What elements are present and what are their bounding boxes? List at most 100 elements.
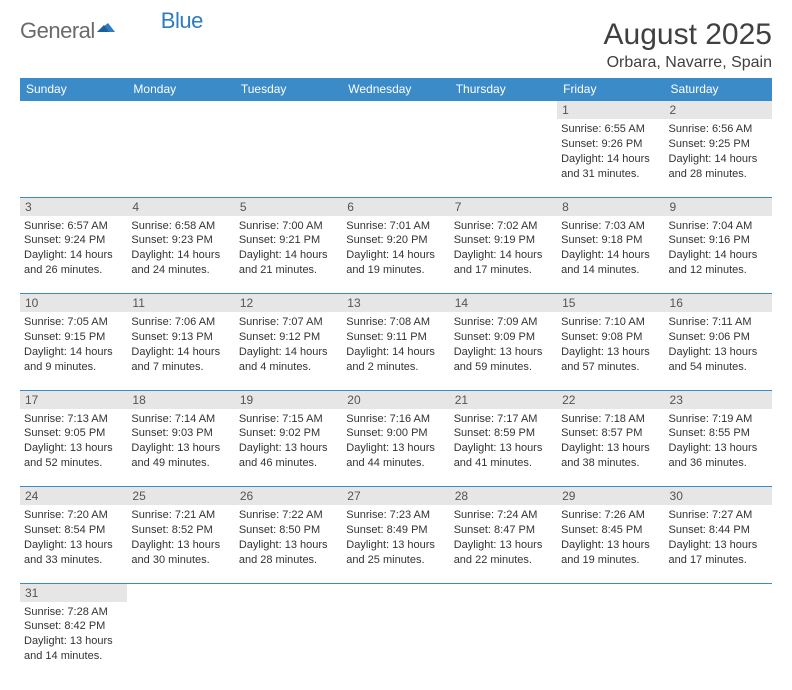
logo-text-blue: Blue bbox=[161, 8, 203, 34]
daylight-text: and 49 minutes. bbox=[131, 456, 230, 471]
sunrise-text: Sunrise: 7:17 AM bbox=[454, 412, 553, 427]
daylight-text: and 12 minutes. bbox=[669, 263, 768, 278]
daynum-row: 3456789 bbox=[20, 197, 772, 216]
daylight-text: and 41 minutes. bbox=[454, 456, 553, 471]
sunrise-text: Sunrise: 7:20 AM bbox=[24, 508, 123, 523]
day-cell: Sunrise: 7:09 AMSunset: 9:09 PMDaylight:… bbox=[450, 312, 557, 390]
day-cell: Sunrise: 7:05 AMSunset: 9:15 PMDaylight:… bbox=[20, 312, 127, 390]
daylight-text: and 57 minutes. bbox=[561, 360, 660, 375]
day-number-cell: 8 bbox=[557, 197, 664, 216]
day-cell: Sunrise: 7:16 AMSunset: 9:00 PMDaylight:… bbox=[342, 409, 449, 487]
day-number-cell: 19 bbox=[235, 390, 342, 409]
sunset-text: Sunset: 9:25 PM bbox=[669, 137, 768, 152]
daylight-text: and 9 minutes. bbox=[24, 360, 123, 375]
day-number-cell: 18 bbox=[127, 390, 234, 409]
sunrise-text: Sunrise: 7:24 AM bbox=[454, 508, 553, 523]
day-number-cell bbox=[342, 101, 449, 120]
day-number-cell: 16 bbox=[665, 294, 772, 313]
day-cell bbox=[127, 602, 234, 680]
sunrise-text: Sunrise: 7:07 AM bbox=[239, 315, 338, 330]
day-number-cell: 10 bbox=[20, 294, 127, 313]
daylight-text: Daylight: 13 hours bbox=[669, 441, 768, 456]
day-cell: Sunrise: 7:13 AMSunset: 9:05 PMDaylight:… bbox=[20, 409, 127, 487]
day-number-cell: 27 bbox=[342, 487, 449, 506]
day-number-cell: 29 bbox=[557, 487, 664, 506]
day-cell: Sunrise: 6:58 AMSunset: 9:23 PMDaylight:… bbox=[127, 216, 234, 294]
sunrise-text: Sunrise: 7:10 AM bbox=[561, 315, 660, 330]
day-number-cell: 24 bbox=[20, 487, 127, 506]
sunset-text: Sunset: 9:13 PM bbox=[131, 330, 230, 345]
sunset-text: Sunset: 9:02 PM bbox=[239, 426, 338, 441]
sunset-text: Sunset: 8:52 PM bbox=[131, 523, 230, 538]
daylight-text: and 24 minutes. bbox=[131, 263, 230, 278]
daylight-text: Daylight: 13 hours bbox=[454, 441, 553, 456]
sunrise-text: Sunrise: 7:08 AM bbox=[346, 315, 445, 330]
sunrise-text: Sunrise: 7:02 AM bbox=[454, 219, 553, 234]
day-cell: Sunrise: 6:56 AMSunset: 9:25 PMDaylight:… bbox=[665, 119, 772, 197]
daylight-text: Daylight: 14 hours bbox=[346, 345, 445, 360]
sunrise-text: Sunrise: 6:57 AM bbox=[24, 219, 123, 234]
title-block: August 2025 Orbara, Navarre, Spain bbox=[604, 18, 772, 72]
day-cell: Sunrise: 7:17 AMSunset: 8:59 PMDaylight:… bbox=[450, 409, 557, 487]
day-number-cell bbox=[665, 583, 772, 602]
daylight-text: and 19 minutes. bbox=[346, 263, 445, 278]
sunset-text: Sunset: 9:23 PM bbox=[131, 233, 230, 248]
day-cell: Sunrise: 7:20 AMSunset: 8:54 PMDaylight:… bbox=[20, 505, 127, 583]
day-number-cell: 14 bbox=[450, 294, 557, 313]
daylight-text: and 44 minutes. bbox=[346, 456, 445, 471]
daylight-text: and 38 minutes. bbox=[561, 456, 660, 471]
daylight-text: Daylight: 13 hours bbox=[346, 441, 445, 456]
day-cell: Sunrise: 7:08 AMSunset: 9:11 PMDaylight:… bbox=[342, 312, 449, 390]
daylight-text: Daylight: 13 hours bbox=[24, 634, 123, 649]
day-number-cell: 25 bbox=[127, 487, 234, 506]
daylight-text: Daylight: 13 hours bbox=[239, 441, 338, 456]
daylight-text: and 17 minutes. bbox=[454, 263, 553, 278]
daylight-text: Daylight: 13 hours bbox=[346, 538, 445, 553]
daylight-text: Daylight: 14 hours bbox=[239, 345, 338, 360]
sunset-text: Sunset: 9:21 PM bbox=[239, 233, 338, 248]
day-number-cell: 11 bbox=[127, 294, 234, 313]
day-header: Friday bbox=[557, 78, 664, 101]
daylight-text: and 31 minutes. bbox=[561, 167, 660, 182]
daylight-text: Daylight: 14 hours bbox=[454, 248, 553, 263]
page-title: August 2025 bbox=[604, 18, 772, 52]
day-number-cell bbox=[450, 101, 557, 120]
daylight-text: Daylight: 14 hours bbox=[561, 248, 660, 263]
day-cell: Sunrise: 7:14 AMSunset: 9:03 PMDaylight:… bbox=[127, 409, 234, 487]
daylight-text: Daylight: 13 hours bbox=[669, 345, 768, 360]
day-header: Saturday bbox=[665, 78, 772, 101]
day-header-row: Sunday Monday Tuesday Wednesday Thursday… bbox=[20, 78, 772, 101]
day-number-cell: 22 bbox=[557, 390, 664, 409]
day-cell: Sunrise: 7:23 AMSunset: 8:49 PMDaylight:… bbox=[342, 505, 449, 583]
day-number-cell: 6 bbox=[342, 197, 449, 216]
sunrise-text: Sunrise: 6:55 AM bbox=[561, 122, 660, 137]
day-number-cell: 17 bbox=[20, 390, 127, 409]
day-cell: Sunrise: 6:57 AMSunset: 9:24 PMDaylight:… bbox=[20, 216, 127, 294]
sunrise-text: Sunrise: 7:01 AM bbox=[346, 219, 445, 234]
flag-icon bbox=[97, 20, 119, 37]
daylight-text: and 22 minutes. bbox=[454, 553, 553, 568]
daylight-text: Daylight: 13 hours bbox=[24, 538, 123, 553]
daylight-text: and 59 minutes. bbox=[454, 360, 553, 375]
sunrise-text: Sunrise: 7:04 AM bbox=[669, 219, 768, 234]
daynum-row: 10111213141516 bbox=[20, 294, 772, 313]
day-cell bbox=[127, 119, 234, 197]
day-cell bbox=[557, 602, 664, 680]
daylight-text: and 26 minutes. bbox=[24, 263, 123, 278]
day-cell bbox=[665, 602, 772, 680]
day-number-cell: 28 bbox=[450, 487, 557, 506]
daylight-text: and 28 minutes. bbox=[669, 167, 768, 182]
day-number-cell: 21 bbox=[450, 390, 557, 409]
sunset-text: Sunset: 8:42 PM bbox=[24, 619, 123, 634]
day-cell: Sunrise: 7:21 AMSunset: 8:52 PMDaylight:… bbox=[127, 505, 234, 583]
sunrise-text: Sunrise: 6:56 AM bbox=[669, 122, 768, 137]
logo-text-general: General bbox=[20, 18, 95, 44]
sunset-text: Sunset: 9:00 PM bbox=[346, 426, 445, 441]
sunset-text: Sunset: 9:03 PM bbox=[131, 426, 230, 441]
day-cell bbox=[342, 602, 449, 680]
day-cell: Sunrise: 7:00 AMSunset: 9:21 PMDaylight:… bbox=[235, 216, 342, 294]
day-cell bbox=[235, 602, 342, 680]
day-header: Monday bbox=[127, 78, 234, 101]
daylight-text: Daylight: 14 hours bbox=[346, 248, 445, 263]
day-number-cell: 30 bbox=[665, 487, 772, 506]
